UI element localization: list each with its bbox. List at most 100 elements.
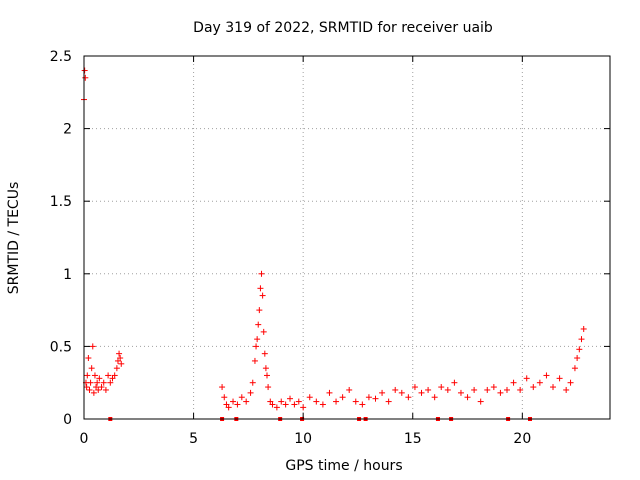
data-point: [438, 384, 445, 391]
x-tick-label: 20: [513, 431, 531, 447]
data-point: [300, 404, 307, 411]
data-point: [326, 389, 333, 396]
data-point: [264, 372, 271, 379]
y-tick-label: 2.5: [50, 49, 72, 65]
data-point: [90, 389, 97, 396]
data-point: [83, 384, 90, 391]
x-tick-label: 15: [404, 431, 422, 447]
data-point: [571, 365, 578, 372]
y-tick-label: 2: [63, 122, 72, 138]
data-point: [372, 395, 379, 402]
grid-lines: [84, 56, 610, 419]
chart-title: Day 319 of 2022, SRMTID for receiver uai…: [193, 20, 493, 36]
data-point: [444, 386, 451, 393]
data-point: [261, 350, 268, 357]
data-point: [87, 379, 94, 386]
data-point: [255, 321, 262, 328]
data-point: [257, 285, 264, 292]
y-tick-label: 0: [63, 412, 72, 428]
data-point: [105, 372, 112, 379]
data-point: [116, 350, 123, 357]
data-point: [484, 386, 491, 393]
data-point: [96, 375, 103, 382]
data-point: [113, 365, 120, 372]
data-point: [457, 389, 464, 396]
data-point: [258, 270, 265, 277]
data-point: [91, 372, 98, 379]
data-point: [392, 386, 399, 393]
data-point: [107, 379, 114, 386]
x-tick-labels: 0 5 10 15 20: [80, 431, 532, 447]
data-point: [247, 389, 254, 396]
data-point: [543, 372, 550, 379]
data-point: [291, 401, 298, 408]
data-point: [379, 389, 386, 396]
data-point: [477, 398, 484, 405]
data-point: [117, 355, 124, 362]
data-point: [313, 398, 320, 405]
data-point: [576, 346, 583, 353]
data-point: [269, 401, 276, 408]
y-axis-label: SRMTID / TECUs: [6, 182, 22, 295]
data-point: [563, 386, 570, 393]
data-point: [85, 355, 92, 362]
data-point: [385, 398, 392, 405]
data-point: [254, 336, 261, 343]
data-point: [464, 394, 471, 401]
data-point: [265, 384, 272, 391]
x-axis-label: GPS time / hours: [285, 458, 402, 474]
axis-ticks: [83, 55, 610, 420]
data-point: [319, 401, 326, 408]
data-point: [451, 379, 458, 386]
data-point: [365, 394, 372, 401]
data-point: [94, 379, 101, 386]
data-point: [556, 375, 563, 382]
data-point: [418, 389, 425, 396]
data-point: [262, 365, 269, 372]
data-point: [287, 395, 294, 402]
data-point: [295, 398, 302, 405]
data-point: [221, 394, 228, 401]
data-point: [497, 389, 504, 396]
data-point: [253, 343, 260, 350]
y-tick-label: 0.5: [50, 339, 72, 355]
data-point: [278, 398, 285, 405]
data-point: [550, 384, 557, 391]
data-point: [219, 384, 226, 391]
data-point: [251, 357, 258, 364]
data-point: [425, 386, 432, 393]
data-point: [510, 379, 517, 386]
data-point: [536, 379, 543, 386]
data-point: [282, 401, 289, 408]
data-point: [352, 398, 359, 405]
data-point: [82, 74, 89, 81]
data-point: [523, 375, 530, 382]
data-point: [411, 384, 418, 391]
data-point: [86, 386, 93, 393]
data-point: [81, 67, 88, 74]
y-tick-label: 1: [63, 267, 72, 283]
data-point: [346, 386, 353, 393]
y-tick-labels: 0 0.5 1 1.5 2 2.5: [50, 49, 72, 428]
data-point: [490, 384, 497, 391]
data-point: [359, 401, 366, 408]
x-tick-label: 10: [294, 431, 312, 447]
plot-frame: [83, 55, 611, 420]
data-point: [503, 386, 510, 393]
data-point: [580, 325, 587, 332]
data-point: [100, 379, 107, 386]
data-point: [273, 404, 280, 411]
data-point: [95, 386, 102, 393]
data-point: [517, 386, 524, 393]
data-point: [102, 386, 109, 393]
data-point: [88, 365, 95, 372]
data-point: [567, 379, 574, 386]
data-point: [118, 360, 125, 367]
data-point: [256, 307, 263, 314]
x-tick-label: 5: [189, 431, 198, 447]
x-tick-label: 0: [80, 431, 89, 447]
data-point: [431, 394, 438, 401]
data-point: [89, 343, 96, 350]
data-point: [111, 372, 118, 379]
